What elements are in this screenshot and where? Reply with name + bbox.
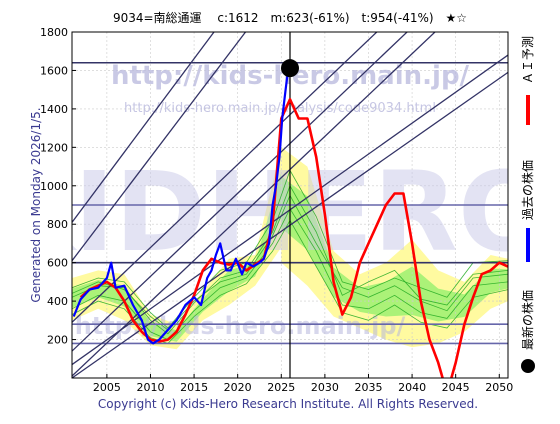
legend-label-1: 過去の株価 — [520, 160, 535, 220]
watermark-url-lower: http://kids-hero.main.jp/ — [75, 312, 406, 340]
series-layer — [72, 59, 508, 378]
x-tick-label: 2040 — [398, 381, 426, 394]
x-tick-label: 2030 — [311, 381, 339, 394]
y-tick-label: 1400 — [40, 103, 68, 116]
x-tick-label: 2025 — [267, 381, 295, 394]
plot-frame — [71, 31, 509, 379]
y-tick-label: 1600 — [40, 64, 68, 77]
y-tick-label: 200 — [47, 334, 68, 347]
y-tick-label: 1800 — [40, 26, 68, 39]
generated-date-label: Generated on Monday 2026/1/5. — [29, 107, 43, 302]
legend-label-0: ＡＩ予測 — [521, 36, 535, 84]
axis-layer: 2005 2010 2015 2020 2025 2030 2035 2040 2045 2050… — [40, 26, 513, 394]
ai-forecast-line — [79, 98, 508, 378]
y-tick-label: 600 — [47, 257, 68, 270]
legend-latest-price-marker — [521, 359, 535, 373]
trend-line-5 — [72, 32, 247, 262]
x-tick-label: 2015 — [180, 381, 208, 394]
simulation-line-0 — [72, 184, 508, 335]
y-tick-label: 800 — [47, 218, 68, 231]
x-tick-label: 2045 — [442, 381, 470, 394]
x-tick-label: 2005 — [93, 381, 121, 394]
chart-title: 9034=南総通運 c:1612 m:623(-61%) t:954(-41%)… — [113, 10, 467, 25]
x-tick-label: 2050 — [485, 381, 513, 394]
latest-price-marker — [281, 59, 299, 78]
legend-label-2: 最新の株価 — [520, 290, 535, 350]
y-tick-label: 1200 — [40, 141, 68, 154]
trend-line-6 — [72, 32, 215, 223]
y-tick-label: 400 — [47, 295, 68, 308]
watermark-analysis-url: http://kids-hero.main.jp/analysis/code90… — [124, 101, 436, 116]
y-tick-label: 1000 — [40, 180, 68, 193]
x-tick-label: 2035 — [354, 381, 382, 394]
copyright-notice: Copyright (c) Kids-Hero Research Institu… — [98, 397, 478, 411]
past-price-line — [72, 67, 290, 345]
simulation-line-2 — [72, 169, 508, 329]
x-tick-label: 2010 — [136, 381, 164, 394]
x-tick-label: 2020 — [224, 381, 252, 394]
